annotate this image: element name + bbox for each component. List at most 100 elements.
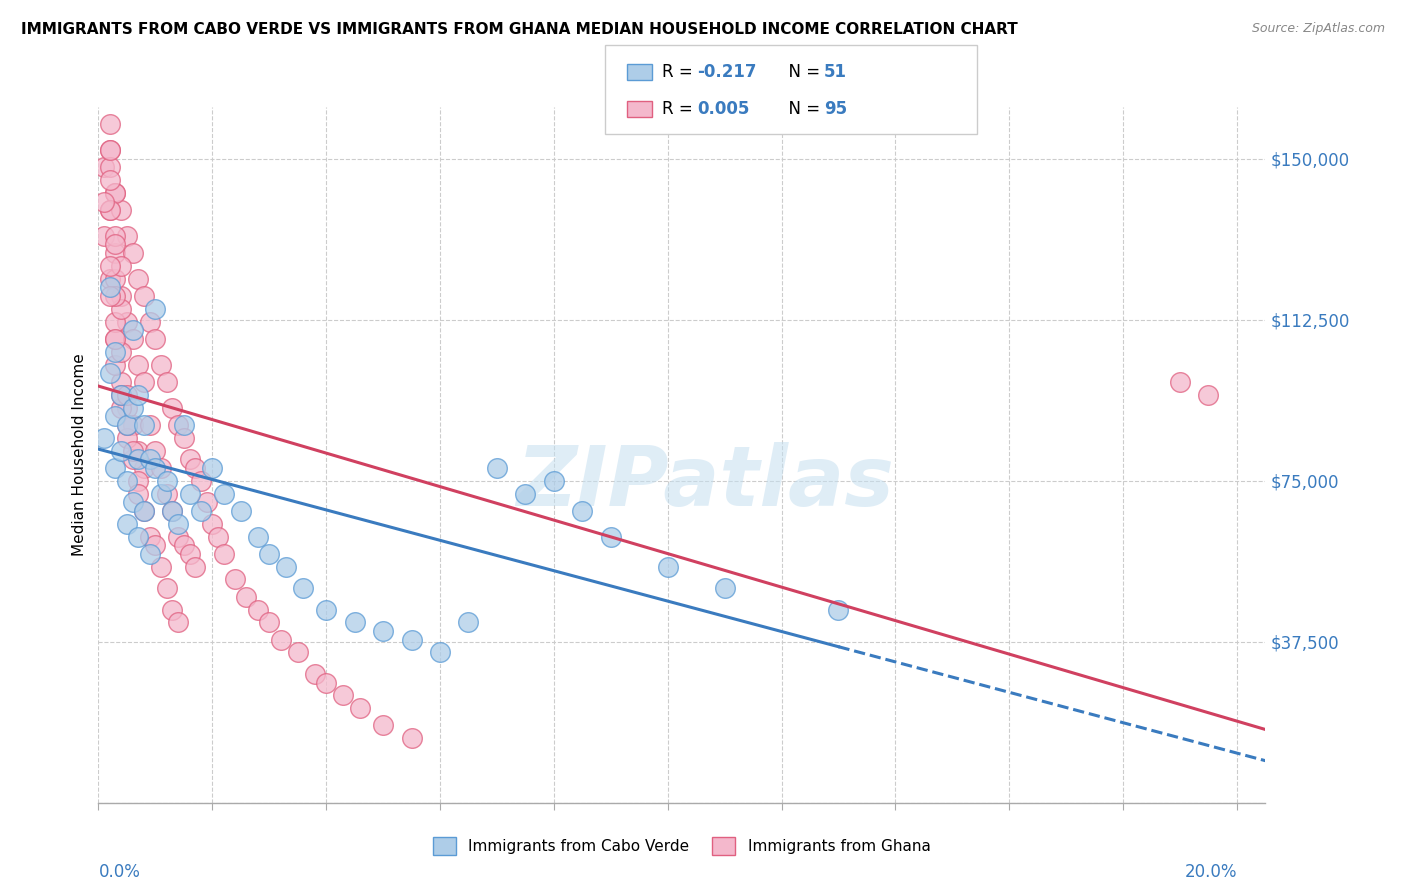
Point <box>257 547 280 561</box>
Point <box>827 602 849 616</box>
Text: 0.005: 0.005 <box>697 100 749 119</box>
Point <box>156 375 179 389</box>
Point <box>713 581 735 595</box>
Point <box>1198 388 1220 402</box>
Text: Source: ZipAtlas.com: Source: ZipAtlas.com <box>1251 22 1385 36</box>
Point <box>121 443 143 458</box>
Text: -0.217: -0.217 <box>697 62 756 80</box>
Point <box>179 547 201 561</box>
Point <box>143 460 166 475</box>
Text: R =: R = <box>662 62 699 80</box>
Point <box>150 460 173 475</box>
Point <box>110 289 132 303</box>
Point <box>110 301 132 316</box>
Point <box>104 344 127 359</box>
Point <box>104 246 127 260</box>
Point <box>93 194 115 209</box>
Point <box>93 431 115 445</box>
Point <box>201 516 224 531</box>
Point <box>121 246 143 260</box>
Point <box>143 443 166 458</box>
Point <box>98 143 121 157</box>
Point <box>235 590 257 604</box>
Point <box>657 559 679 574</box>
Point <box>179 452 201 467</box>
Point <box>104 332 127 346</box>
Text: 95: 95 <box>824 100 846 119</box>
Point <box>156 581 179 595</box>
Point <box>132 375 155 389</box>
Point <box>132 504 155 518</box>
Point <box>195 495 218 509</box>
Point <box>143 538 166 552</box>
Point <box>115 401 138 415</box>
Text: 51: 51 <box>824 62 846 80</box>
Point <box>401 731 423 746</box>
Point <box>201 460 224 475</box>
Point <box>224 573 246 587</box>
Point <box>110 375 132 389</box>
Point <box>115 474 138 488</box>
Point <box>93 160 115 174</box>
Point <box>115 228 138 243</box>
Point <box>127 443 149 458</box>
Point <box>127 388 149 402</box>
Point <box>138 452 160 467</box>
Point <box>121 401 143 415</box>
Point <box>104 409 127 424</box>
Point <box>167 516 190 531</box>
Point <box>485 460 508 475</box>
Point <box>110 401 132 415</box>
Point <box>212 486 235 500</box>
Point <box>121 332 143 346</box>
Point <box>132 504 155 518</box>
Point <box>332 689 354 703</box>
Point <box>121 452 143 467</box>
Point <box>104 237 127 252</box>
Point <box>127 474 149 488</box>
Point <box>457 615 479 630</box>
Point <box>257 615 280 630</box>
Point <box>315 675 337 690</box>
Point <box>287 645 309 659</box>
Point <box>104 289 127 303</box>
Point <box>543 474 565 488</box>
Point <box>229 504 252 518</box>
Point <box>132 289 155 303</box>
Point <box>246 602 269 616</box>
Point <box>349 701 371 715</box>
Point <box>401 632 423 647</box>
Point <box>98 203 121 218</box>
Point <box>207 529 229 543</box>
Point <box>156 486 179 500</box>
Point <box>127 529 149 543</box>
Point <box>143 301 166 316</box>
Point <box>98 143 121 157</box>
Point <box>138 315 160 329</box>
Point <box>110 388 132 402</box>
Point <box>104 315 127 329</box>
Point <box>143 332 166 346</box>
Text: R =: R = <box>662 100 699 119</box>
Point <box>110 259 132 273</box>
Point <box>179 486 201 500</box>
Y-axis label: Median Household Income: Median Household Income <box>72 353 87 557</box>
Point <box>190 504 212 518</box>
Point <box>104 228 127 243</box>
Point <box>115 417 138 432</box>
Point <box>98 160 121 174</box>
Point <box>115 516 138 531</box>
Point <box>110 344 132 359</box>
Point <box>98 173 121 187</box>
Point <box>276 559 298 574</box>
Point <box>115 431 138 445</box>
Text: N =: N = <box>778 62 825 80</box>
Point <box>212 547 235 561</box>
Point <box>190 474 212 488</box>
Point <box>104 332 127 346</box>
Point <box>115 417 138 432</box>
Point <box>110 443 132 458</box>
Point <box>104 272 127 286</box>
Point <box>104 460 127 475</box>
Point <box>98 280 121 294</box>
